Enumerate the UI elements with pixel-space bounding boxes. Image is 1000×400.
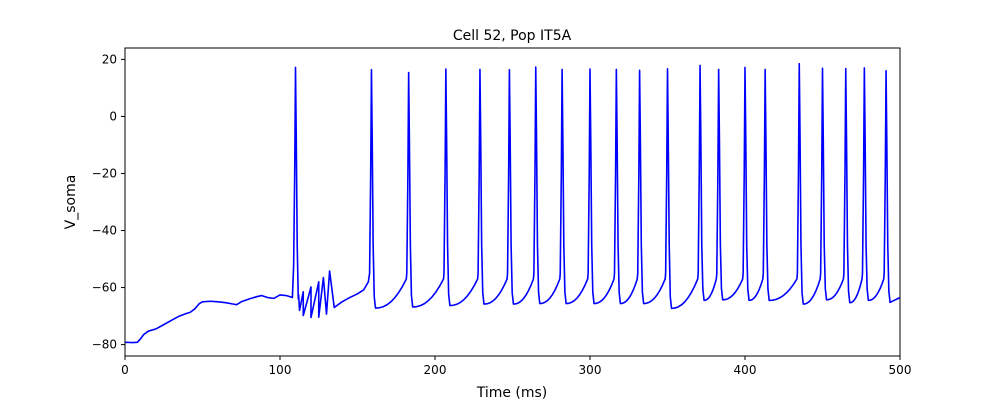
y-tick-label: −80 [92,338,117,352]
plot-area [124,62,901,344]
x-axis: 0 100 200 300 400 500 [121,356,911,377]
x-axis-label: Time (ms) [476,385,548,400]
x-tick-label: 200 [424,363,447,377]
chart-title: Cell 52, Pop IT5A [453,28,572,44]
y-tick-label: −20 [92,166,117,180]
y-tick-label: 20 [102,52,117,66]
x-tick-label: 300 [579,363,602,377]
y-axis-label: V_soma [63,175,79,230]
y-tick-label: −40 [92,224,117,238]
x-tick-label: 500 [889,363,912,377]
plot-frame [124,47,901,357]
y-tick-label: 0 [109,109,117,123]
voltage-trace-line [124,62,901,344]
y-tick-label: −60 [92,281,117,295]
x-tick-label: 400 [734,363,757,377]
x-tick-label: 100 [269,363,292,377]
y-axis: −80 −60 −40 −20 0 20 [92,52,125,352]
x-tick-label: 0 [121,363,129,377]
